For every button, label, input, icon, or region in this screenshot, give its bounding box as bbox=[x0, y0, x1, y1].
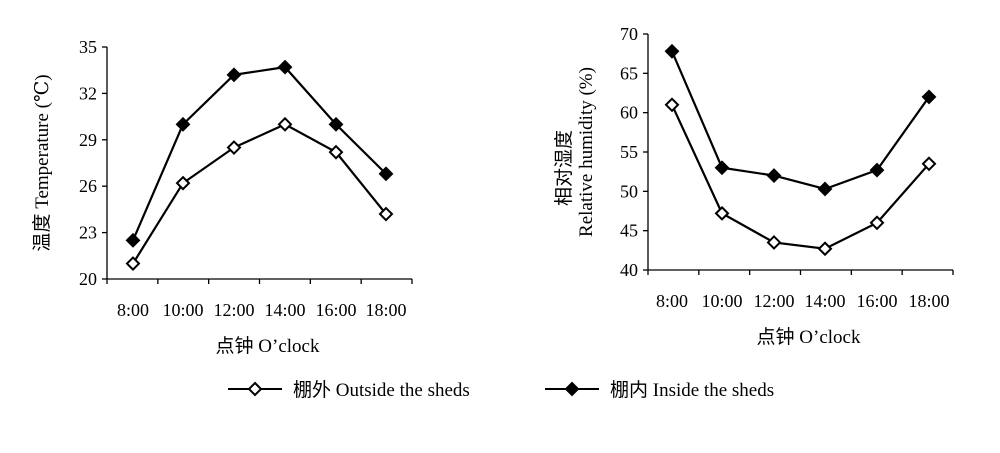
data-point-outside bbox=[817, 241, 833, 257]
legend-marker-filled-diamond-icon bbox=[564, 381, 580, 397]
y-tick-label: 50 bbox=[620, 181, 638, 201]
y-tick-label: 45 bbox=[620, 221, 638, 241]
data-point-inside bbox=[714, 160, 730, 176]
y-tick-label: 55 bbox=[620, 142, 638, 162]
legend-marker-open-diamond-icon bbox=[247, 381, 263, 397]
y-tick-label: 23 bbox=[79, 223, 97, 243]
data-point-outside bbox=[175, 175, 191, 191]
data-point-inside bbox=[921, 89, 937, 105]
legend-label-outside: 棚外 Outside the sheds bbox=[293, 379, 470, 401]
y-tick-label: 65 bbox=[620, 63, 638, 83]
data-point-inside bbox=[175, 116, 191, 132]
x-axis-title: 点钟 O’clock bbox=[757, 326, 861, 348]
x-axis-title: 点钟 O’clock bbox=[216, 335, 320, 357]
data-point-inside bbox=[378, 166, 394, 182]
temperature-chart: 20 23 26 29 32 35 8:00 10:00 12:00 14:00 16:00 18:0… bbox=[31, 37, 413, 357]
y-tick-label: 20 bbox=[79, 269, 97, 289]
y-axis-title: 温度 Temperature (℃) bbox=[31, 74, 53, 251]
x-tick-label: 12:00 bbox=[213, 300, 254, 320]
x-tick-label: 8:00 bbox=[656, 291, 688, 311]
x-tick-label: 14:00 bbox=[804, 291, 845, 311]
x-tick-label: 16:00 bbox=[315, 300, 356, 320]
data-point-outside bbox=[714, 205, 730, 221]
legend-label-inside: 棚内 Inside the sheds bbox=[610, 379, 774, 401]
y-tick-label: 35 bbox=[79, 37, 97, 57]
data-point-outside bbox=[226, 140, 242, 155]
series-line-outside bbox=[671, 104, 930, 250]
x-tick-label: 16:00 bbox=[856, 291, 897, 311]
humidity-chart: 40 45 50 55 60 65 70 8:00 10:00 12:00 14:00 16:00 18… bbox=[553, 24, 954, 348]
data-point-outside bbox=[277, 116, 293, 132]
series-line-inside bbox=[131, 65, 387, 241]
data-point-outside bbox=[378, 206, 394, 222]
series-line-inside bbox=[670, 50, 930, 191]
data-point-inside bbox=[226, 67, 242, 83]
y-tick-label: 29 bbox=[79, 130, 97, 150]
data-point-outside bbox=[921, 156, 937, 172]
y-tick-label: 40 bbox=[620, 260, 638, 280]
x-tick-label: 10:00 bbox=[701, 291, 742, 311]
data-point-inside bbox=[869, 162, 885, 178]
x-tick-label: 10:00 bbox=[162, 300, 203, 320]
y-tick-label: 26 bbox=[79, 176, 97, 196]
y-axis-title-line2: Relative humidity (%) bbox=[576, 67, 597, 237]
series-line-outside bbox=[132, 123, 387, 265]
data-point-inside bbox=[328, 116, 344, 132]
y-tick-label: 32 bbox=[79, 83, 97, 103]
x-tick-label: 12:00 bbox=[753, 291, 794, 311]
data-point-inside bbox=[125, 232, 141, 248]
data-point-outside bbox=[664, 97, 680, 113]
data-point-outside bbox=[328, 144, 344, 160]
x-tick-label: 8:00 bbox=[117, 300, 149, 320]
data-point-inside bbox=[766, 168, 782, 184]
data-point-outside bbox=[766, 235, 782, 250]
data-point-inside bbox=[277, 59, 293, 75]
y-tick-label: 70 bbox=[620, 24, 638, 44]
x-tick-label: 14:00 bbox=[264, 300, 305, 320]
data-point-outside bbox=[125, 256, 141, 271]
x-tick-label: 18:00 bbox=[365, 300, 406, 320]
data-point-inside bbox=[817, 181, 833, 197]
legend: 棚外 Outside the sheds 棚内 Inside the sheds bbox=[228, 379, 774, 401]
data-point-inside bbox=[664, 43, 680, 59]
x-tick-label: 18:00 bbox=[908, 291, 949, 311]
y-axis-title: 相对湿度 bbox=[553, 130, 575, 206]
y-tick-label: 60 bbox=[620, 103, 638, 123]
data-point-outside bbox=[869, 215, 885, 231]
